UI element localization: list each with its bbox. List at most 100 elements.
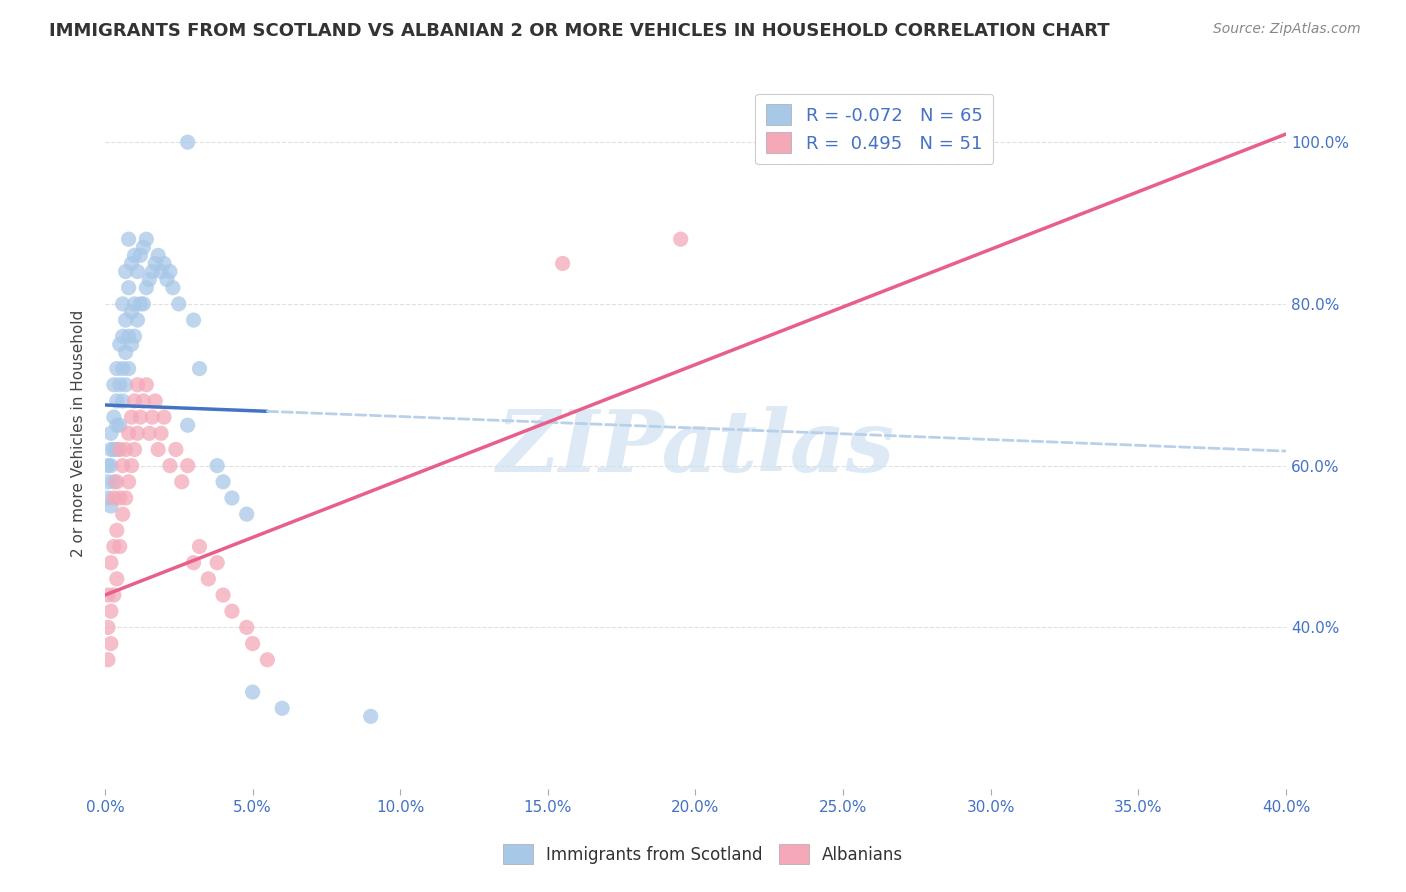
Point [188, 540, 211, 554]
Text: ZIPatlas: ZIPatlas [496, 406, 894, 490]
Point [176, 135, 198, 149]
Point [156, 272, 179, 286]
Point [111, 507, 134, 521]
Point [129, 297, 152, 311]
Point [121, 458, 143, 473]
Point [212, 588, 235, 602]
Point [271, 701, 294, 715]
Point [100, 636, 122, 650]
Point [124, 393, 146, 408]
Point [138, 426, 160, 441]
Point [183, 556, 205, 570]
Point [111, 329, 134, 343]
Point [105, 475, 128, 489]
Point [108, 377, 131, 392]
Point [170, 475, 193, 489]
Point [121, 410, 143, 425]
Point [114, 442, 136, 457]
Point [100, 556, 122, 570]
Point [117, 361, 139, 376]
Point [153, 256, 176, 270]
Point [176, 418, 198, 433]
Legend: R = -0.072   N = 65, R =  0.495   N = 51: R = -0.072 N = 65, R = 0.495 N = 51 [755, 94, 994, 164]
Point [97, 491, 120, 505]
Point [103, 491, 125, 505]
Point [97, 653, 120, 667]
Point [132, 240, 155, 254]
Point [111, 458, 134, 473]
Point [150, 264, 173, 278]
Point [242, 685, 264, 699]
Point [135, 377, 157, 392]
Point [97, 620, 120, 634]
Point [97, 588, 120, 602]
Point [242, 636, 264, 650]
Point [105, 393, 128, 408]
Point [97, 458, 120, 473]
Point [103, 475, 125, 489]
Point [100, 442, 122, 457]
Point [165, 442, 187, 457]
Point [129, 410, 152, 425]
Point [176, 458, 198, 473]
Text: Source: ZipAtlas.com: Source: ZipAtlas.com [1213, 22, 1361, 37]
Point [111, 361, 134, 376]
Point [124, 297, 146, 311]
Point [117, 426, 139, 441]
Point [669, 232, 692, 246]
Point [141, 264, 163, 278]
Point [97, 475, 120, 489]
Point [205, 556, 228, 570]
Point [212, 475, 235, 489]
Point [551, 256, 574, 270]
Point [103, 540, 125, 554]
Point [117, 329, 139, 343]
Point [111, 393, 134, 408]
Point [100, 604, 122, 618]
Point [124, 442, 146, 457]
Point [143, 256, 166, 270]
Point [114, 345, 136, 359]
Point [127, 264, 149, 278]
Point [138, 272, 160, 286]
Point [135, 281, 157, 295]
Point [135, 232, 157, 246]
Point [117, 232, 139, 246]
Point [127, 313, 149, 327]
Point [124, 248, 146, 262]
Point [360, 709, 382, 723]
Point [105, 418, 128, 433]
Text: IMMIGRANTS FROM SCOTLAND VS ALBANIAN 2 OR MORE VEHICLES IN HOUSEHOLD CORRELATION: IMMIGRANTS FROM SCOTLAND VS ALBANIAN 2 O… [49, 22, 1109, 40]
Point [129, 248, 152, 262]
Point [159, 458, 181, 473]
Point [108, 540, 131, 554]
Point [103, 410, 125, 425]
Y-axis label: 2 or more Vehicles in Household: 2 or more Vehicles in Household [72, 310, 86, 557]
Point [111, 297, 134, 311]
Point [103, 377, 125, 392]
Point [127, 426, 149, 441]
Point [205, 458, 228, 473]
Point [103, 442, 125, 457]
Legend: Immigrants from Scotland, Albanians: Immigrants from Scotland, Albanians [496, 838, 910, 871]
Point [127, 377, 149, 392]
Point [105, 572, 128, 586]
Point [105, 524, 128, 538]
Point [221, 491, 243, 505]
Point [256, 653, 278, 667]
Point [141, 410, 163, 425]
Point [108, 491, 131, 505]
Point [114, 377, 136, 392]
Point [108, 337, 131, 351]
Point [162, 281, 184, 295]
Point [108, 442, 131, 457]
Point [143, 393, 166, 408]
Point [105, 442, 128, 457]
Point [132, 393, 155, 408]
Point [100, 499, 122, 513]
Point [114, 264, 136, 278]
Point [117, 281, 139, 295]
Point [197, 572, 219, 586]
Point [121, 305, 143, 319]
Point [159, 264, 181, 278]
